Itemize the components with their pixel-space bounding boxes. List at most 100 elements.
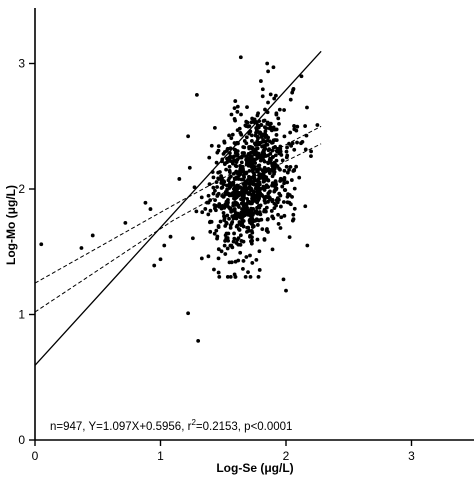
data-point <box>274 111 279 116</box>
data-point <box>225 274 230 279</box>
data-point <box>211 185 216 190</box>
data-point <box>282 134 287 139</box>
data-point <box>274 138 279 143</box>
data-point <box>259 79 263 83</box>
data-point <box>266 100 270 105</box>
regression-line <box>34 50 322 366</box>
data-point <box>250 163 255 168</box>
data-point <box>215 185 219 189</box>
data-point <box>262 237 267 242</box>
data-point <box>269 157 273 162</box>
data-point <box>278 226 283 230</box>
data-point <box>252 166 257 171</box>
data-point <box>272 96 277 101</box>
data-point <box>252 175 256 180</box>
data-point <box>209 219 214 224</box>
data-point <box>246 270 250 275</box>
data-point <box>240 211 245 216</box>
data-point <box>295 124 300 129</box>
data-point <box>177 177 182 181</box>
data-point <box>223 204 228 208</box>
data-point <box>239 112 243 117</box>
data-point <box>249 139 254 143</box>
data-point <box>250 221 254 226</box>
data-point <box>245 187 249 192</box>
data-point <box>280 158 285 163</box>
data-point <box>216 144 221 149</box>
data-point <box>227 164 232 169</box>
data-point <box>259 186 263 191</box>
data-point <box>266 69 270 74</box>
data-point <box>282 181 286 186</box>
data-point <box>213 188 217 193</box>
data-point <box>265 61 270 66</box>
data-point <box>224 220 229 225</box>
data-point <box>261 138 265 142</box>
data-point <box>282 108 286 112</box>
data-point <box>244 119 249 124</box>
data-point <box>246 225 251 230</box>
data-point <box>262 125 267 130</box>
data-point <box>303 204 308 209</box>
data-point <box>223 224 228 228</box>
data-point <box>245 196 250 201</box>
data-point <box>241 224 246 229</box>
data-point <box>288 165 293 169</box>
data-point <box>245 160 250 164</box>
data-point <box>281 277 286 282</box>
x-tick-label: 2 <box>283 449 290 463</box>
data-point <box>265 227 269 231</box>
data-point <box>257 163 262 168</box>
data-point <box>265 122 270 126</box>
data-point <box>244 182 248 187</box>
data-point <box>235 223 240 228</box>
data-point <box>285 170 290 175</box>
data-point <box>244 135 249 140</box>
data-point <box>262 165 267 170</box>
data-point <box>232 236 237 241</box>
data-point <box>249 238 254 243</box>
data-point <box>250 261 255 265</box>
data-point <box>235 214 240 219</box>
data-point <box>227 181 232 185</box>
data-point <box>255 237 260 242</box>
data-point <box>227 185 232 190</box>
data-point <box>235 104 240 109</box>
data-point <box>227 260 232 265</box>
data-point <box>221 194 226 199</box>
data-point <box>279 153 284 157</box>
data-point <box>284 164 289 169</box>
data-point <box>123 220 128 225</box>
data-point <box>270 247 275 252</box>
data-point <box>247 169 252 173</box>
data-point <box>262 178 267 183</box>
data-point <box>248 274 253 279</box>
data-point <box>256 125 261 130</box>
data-point <box>232 231 236 236</box>
data-point <box>242 191 246 195</box>
data-point <box>291 88 295 92</box>
data-point <box>229 209 234 214</box>
data-point <box>227 216 231 221</box>
data-point <box>238 233 243 238</box>
data-point <box>247 218 252 223</box>
x-tick-label: 0 <box>32 449 39 463</box>
data-point <box>244 124 249 129</box>
data-point <box>289 178 294 182</box>
data-point <box>240 216 244 221</box>
data-point <box>194 209 199 214</box>
data-point <box>239 154 244 159</box>
data-point <box>190 236 195 241</box>
data-point <box>277 166 281 171</box>
data-point <box>241 259 246 263</box>
data-point <box>288 97 293 102</box>
data-point <box>253 147 258 151</box>
data-point <box>212 126 217 130</box>
data-point <box>249 188 253 193</box>
data-point <box>273 153 278 158</box>
data-point <box>239 160 244 165</box>
data-point <box>237 228 242 232</box>
data-point <box>256 204 261 208</box>
data-point <box>260 87 265 92</box>
data-point <box>206 254 211 259</box>
